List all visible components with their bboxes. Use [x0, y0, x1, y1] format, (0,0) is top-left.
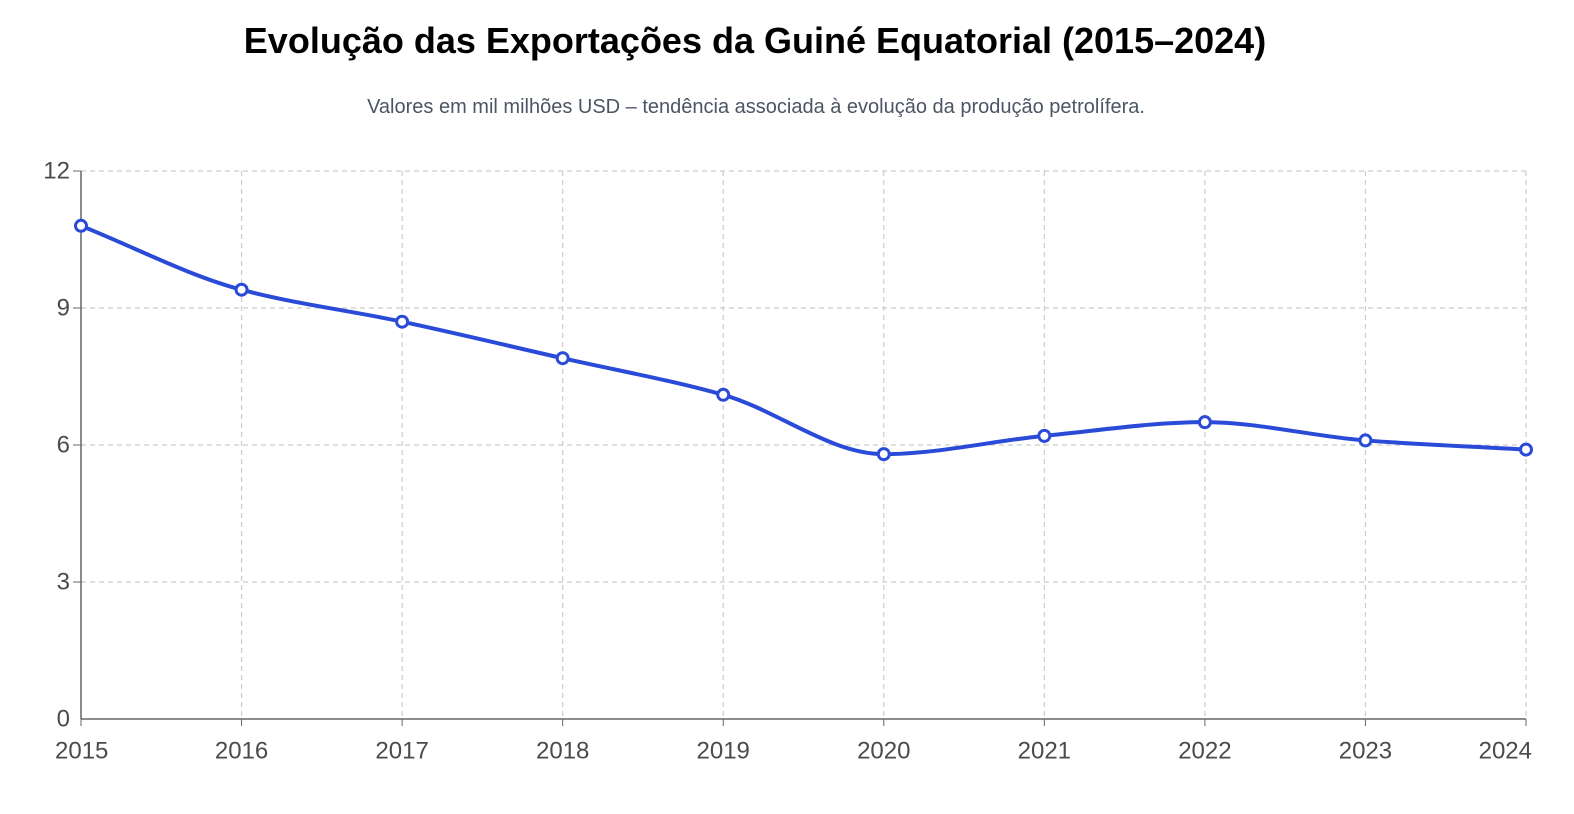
data-point-2024 — [1519, 442, 1533, 457]
series-line — [79, 223, 1528, 457]
x-tick-label: 2017 — [375, 738, 428, 765]
y-tick-label: 6 — [57, 432, 70, 459]
x-tick-labels: 2015 2016 2017 2018 2019 2020 2021 2022 2023 2024 — [55, 738, 1532, 765]
y-tick-label: 3 — [57, 569, 70, 596]
x-tick-label: 2015 — [55, 738, 108, 765]
series — [79, 223, 1528, 457]
x-tick-label: 2020 — [857, 738, 910, 765]
x-tick-label: 2023 — [1339, 738, 1392, 765]
x-tick-label: 2016 — [215, 738, 268, 765]
chart-subtitle: Valores em mil milhões USD – tendência a… — [367, 96, 1145, 118]
x-tick-label: 2021 — [1018, 738, 1071, 765]
y-tick-label: 0 — [57, 706, 70, 733]
x-tick-label: 2018 — [536, 738, 589, 765]
chart-title: Evolução das Exportações da Guiné Equato… — [243, 20, 1267, 61]
data-point-2018 — [555, 351, 570, 366]
y-tick-label: 9 — [57, 295, 70, 322]
data-point-2017 — [395, 314, 410, 329]
data-point-2015 — [74, 218, 88, 233]
y-tick-labels: 0 3 6 9 12 — [43, 158, 70, 733]
data-point-2016 — [234, 282, 249, 297]
data-point-2021 — [1037, 428, 1052, 443]
grid — [81, 170, 1527, 719]
data-point-2023 — [1358, 433, 1373, 448]
data-point-2022 — [1197, 415, 1212, 430]
data-point-2020 — [876, 447, 891, 462]
x-tick-label: 2024 — [1479, 738, 1532, 765]
x-tick-label: 2019 — [697, 738, 750, 765]
axes — [73, 170, 1527, 726]
x-tick-label: 2022 — [1178, 738, 1231, 765]
data-point-2019 — [716, 387, 731, 402]
data-points — [74, 218, 1533, 462]
y-tick-label: 12 — [43, 158, 70, 185]
